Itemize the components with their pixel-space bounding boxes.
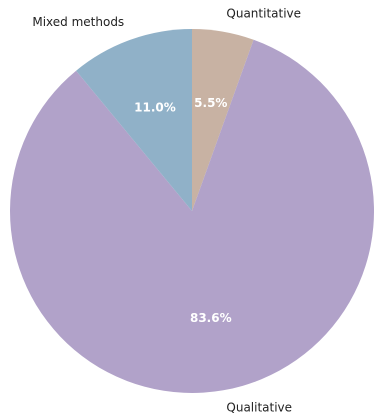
category-label-mixed-methods: Mixed methods: [32, 15, 124, 29]
slice-mixed-methods: [76, 29, 192, 211]
percent-label-qualitative: 83.6%: [190, 311, 232, 325]
slice-qualitative: [10, 39, 374, 393]
category-labels: Quantitative Qualitative Mixed methods: [32, 6, 301, 414]
category-label-qualitative: Qualitative: [226, 401, 292, 415]
pie-slices: [10, 29, 374, 393]
slice-quantitative: [192, 29, 254, 211]
category-label-quantitative: Quantitative: [226, 6, 301, 20]
percent-labels: 5.5% 83.6% 11.0%: [134, 96, 231, 325]
percent-label-quantitative: 5.5%: [194, 96, 227, 110]
percent-label-mixed-methods: 11.0%: [134, 101, 176, 115]
